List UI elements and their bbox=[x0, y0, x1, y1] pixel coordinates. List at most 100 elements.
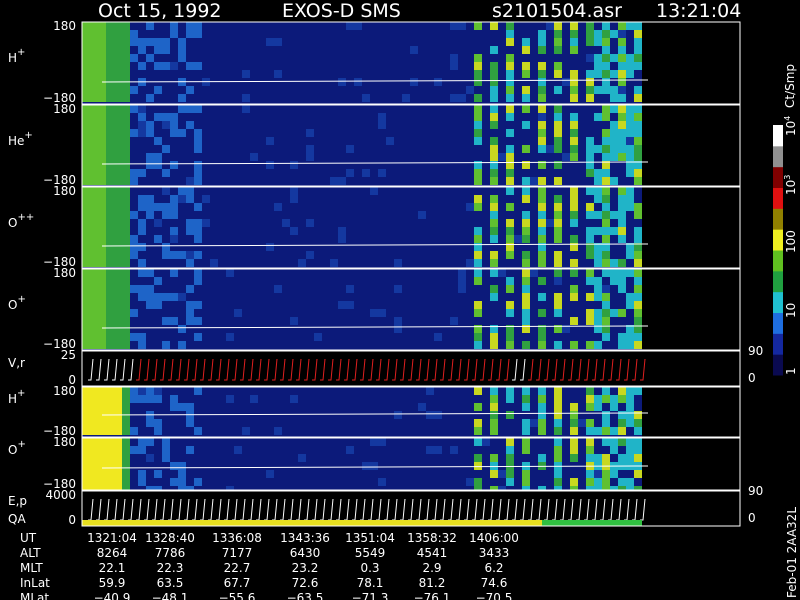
spectrogram-cell bbox=[634, 169, 642, 177]
spectrogram-cell bbox=[554, 38, 562, 46]
spectrogram-cell bbox=[82, 454, 90, 462]
spectrogram-cell bbox=[490, 293, 498, 301]
spectrogram-cell bbox=[106, 454, 114, 462]
spectrogram-cell bbox=[90, 177, 98, 185]
spectrogram-cell bbox=[370, 187, 378, 195]
spectrogram-cell bbox=[602, 411, 610, 419]
colorbar-title: Ct/Smp bbox=[783, 64, 797, 108]
spectrogram-cell bbox=[634, 243, 642, 251]
spectrogram-cell bbox=[194, 387, 202, 395]
spectrogram-cell bbox=[98, 145, 106, 153]
spectrogram-cell bbox=[194, 62, 202, 70]
spectrogram-cell bbox=[594, 285, 602, 293]
spectrogram-cell bbox=[146, 121, 154, 129]
spectrogram-cell bbox=[90, 395, 98, 403]
spectrogram-cell bbox=[594, 454, 602, 462]
vector-tick bbox=[584, 358, 590, 381]
table-cell: 7786 bbox=[155, 546, 186, 560]
spectrogram-cell bbox=[634, 387, 642, 395]
spectrogram-cell bbox=[242, 427, 250, 435]
spectrogram-cell bbox=[122, 478, 130, 486]
spectrogram-cell bbox=[122, 235, 130, 243]
colorbar-segment bbox=[773, 208, 783, 230]
vector-tick bbox=[360, 358, 366, 381]
spectrogram-cell bbox=[506, 446, 514, 454]
table-cell: 22.1 bbox=[99, 561, 126, 575]
spectrogram-cell bbox=[450, 94, 458, 102]
spectrogram-cell bbox=[114, 470, 122, 478]
spectrogram-cell bbox=[90, 219, 98, 227]
spectrogram-cell bbox=[82, 22, 90, 30]
colorbar-tick-exp: 3 bbox=[783, 175, 792, 180]
spectrogram-cell bbox=[490, 113, 498, 121]
spectrogram-cell bbox=[274, 38, 282, 46]
spectrogram-cell bbox=[506, 219, 514, 227]
panel-label: V,r bbox=[8, 356, 25, 370]
spectrogram-cell bbox=[98, 169, 106, 177]
spectrogram-cell bbox=[98, 395, 106, 403]
spectrogram-cell bbox=[170, 129, 178, 137]
spectrogram-cell bbox=[570, 113, 578, 121]
vector-tick bbox=[168, 358, 174, 381]
spectrogram-cell bbox=[194, 129, 202, 137]
spectrogram-cell bbox=[114, 427, 122, 435]
spectrogram-cell bbox=[90, 333, 98, 341]
spectrogram-cell bbox=[522, 121, 530, 129]
spectrogram-cell bbox=[594, 277, 602, 285]
spectrogram-cell bbox=[490, 219, 498, 227]
spectrogram-cell bbox=[154, 38, 162, 46]
spectrogram-cell bbox=[98, 195, 106, 203]
tick-label: 180 bbox=[53, 102, 76, 116]
spectrogram-cell bbox=[122, 285, 130, 293]
spectrogram-cell bbox=[90, 293, 98, 301]
spectrogram-cell bbox=[154, 161, 162, 169]
spectrogram-cell bbox=[146, 38, 154, 46]
spectrogram-cell bbox=[122, 38, 130, 46]
vector-tick bbox=[304, 358, 310, 381]
spectrogram-cell bbox=[602, 333, 610, 341]
tick-label: 25 bbox=[61, 348, 76, 362]
spectrogram-cell bbox=[106, 427, 114, 435]
spectrogram-cell bbox=[602, 317, 610, 325]
spectrogram-cell bbox=[138, 46, 146, 54]
spectrogram-cell bbox=[106, 145, 114, 153]
spectrogram-cell bbox=[634, 211, 642, 219]
spectrogram-cell bbox=[538, 46, 546, 54]
spectrogram-cell bbox=[490, 195, 498, 203]
trace bbox=[101, 79, 649, 83]
spectrogram-cell bbox=[162, 121, 170, 129]
spectrogram-cell bbox=[122, 486, 130, 490]
spectrogram-cell bbox=[170, 269, 178, 277]
spectrogram-cell bbox=[290, 227, 298, 235]
spectrogram-cell bbox=[570, 70, 578, 78]
spectrogram-cell bbox=[114, 121, 122, 129]
table-cell: 5549 bbox=[355, 546, 386, 560]
spectrogram-cell bbox=[434, 78, 442, 86]
spectrogram-cell bbox=[98, 113, 106, 121]
spectrogram-cell bbox=[114, 62, 122, 70]
spectrogram-cell bbox=[586, 137, 594, 145]
spectrogram-cell bbox=[490, 121, 498, 129]
spectrogram-cell bbox=[618, 341, 626, 349]
spectrogram-cell bbox=[178, 341, 186, 349]
spectrogram-cell bbox=[554, 341, 562, 349]
spectrogram-cell bbox=[490, 325, 498, 333]
spectrogram-cell bbox=[610, 395, 618, 403]
spectrogram-cell bbox=[162, 293, 170, 301]
spectrogram-cell bbox=[194, 251, 202, 259]
spectrogram-cell bbox=[618, 277, 626, 285]
spectrogram-cell bbox=[626, 269, 634, 277]
vector-tick bbox=[472, 358, 478, 381]
spectrogram-cell bbox=[602, 38, 610, 46]
spectrogram-cell bbox=[522, 219, 530, 227]
spectrogram-cell bbox=[98, 177, 106, 185]
spectrogram-cell bbox=[162, 169, 170, 177]
spectrogram-cell bbox=[626, 395, 634, 403]
spectrogram-cell bbox=[554, 403, 562, 411]
colorbar-segment bbox=[773, 312, 783, 334]
spectrogram-cell bbox=[82, 227, 90, 235]
spectrogram-cell bbox=[586, 277, 594, 285]
spectrogram-cell bbox=[626, 486, 634, 490]
spectrogram-cell bbox=[610, 145, 618, 153]
spectrogram-cell bbox=[154, 219, 162, 227]
